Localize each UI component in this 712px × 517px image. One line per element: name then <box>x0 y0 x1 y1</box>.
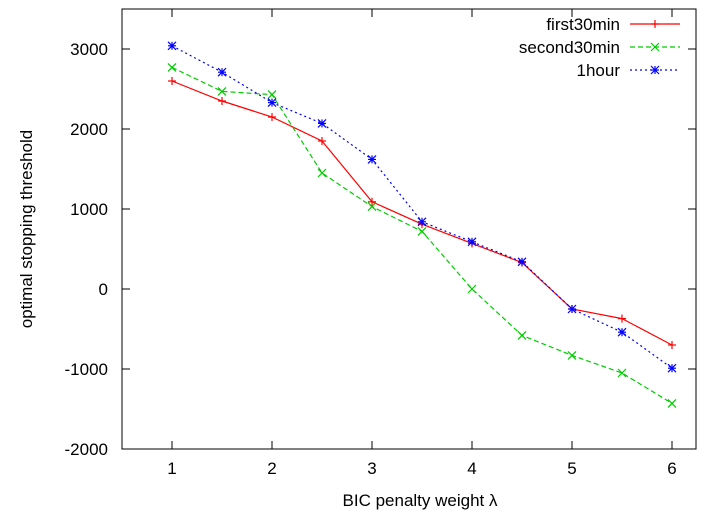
x-tick-label: 5 <box>567 459 576 478</box>
x-tick-label: 1 <box>167 459 176 478</box>
plot-frame <box>121 8 697 450</box>
data-point-second30min <box>417 226 427 236</box>
data-point-1hour <box>667 363 677 373</box>
data-point-first30min <box>268 113 276 121</box>
x-tick-label: 2 <box>267 459 276 478</box>
x-tick-label: 3 <box>367 459 376 478</box>
data-point-1hour <box>167 41 177 51</box>
data-point-second30min <box>567 350 577 360</box>
series-line-1hour <box>171 45 673 369</box>
series-line-second30min <box>171 66 673 404</box>
y-tick-label: 3000 <box>70 40 108 59</box>
legend: first30min second30min 1hour <box>519 15 680 80</box>
series-group <box>167 41 677 408</box>
axis-ticks: 1 2 3 4 5 6 -2000 -1000 0 1000 2000 3000 <box>65 9 696 478</box>
data-point-1hour <box>367 154 377 164</box>
data-point-second30min <box>467 284 477 294</box>
x-tick-label: 6 <box>667 459 676 478</box>
x-axis-label: BIC penalty weight λ <box>343 491 498 510</box>
y-tick-label: 1000 <box>70 200 108 219</box>
legend-label-first30min: first30min <box>546 15 620 34</box>
data-point-second30min <box>167 62 177 72</box>
data-point-second30min <box>217 86 227 96</box>
data-point-1hour <box>567 304 577 314</box>
data-point-1hour <box>467 237 477 247</box>
legend-label-second30min: second30min <box>519 38 620 57</box>
data-point-1hour <box>217 67 227 77</box>
x-tick-label: 4 <box>467 459 476 478</box>
y-tick-label: -2000 <box>65 440 108 459</box>
legend-label-1hour: 1hour <box>577 61 621 80</box>
data-point-first30min <box>218 97 226 105</box>
data-point-first30min <box>168 77 176 85</box>
data-point-1hour <box>417 217 427 227</box>
data-point-first30min <box>368 197 376 206</box>
data-point-second30min <box>317 168 327 178</box>
data-point-first30min <box>618 314 626 323</box>
data-point-first30min <box>668 341 676 349</box>
data-point-second30min <box>617 368 627 378</box>
data-point-second30min <box>517 330 527 340</box>
y-tick-label: 0 <box>99 280 108 299</box>
data-point-first30min <box>318 137 326 145</box>
legend-marker-second30min <box>650 42 660 52</box>
legend-marker-1hour <box>650 65 660 75</box>
series-line-first30min <box>171 80 673 346</box>
y-tick-label: -1000 <box>65 360 108 379</box>
data-point-1hour <box>517 257 527 267</box>
y-axis-label: optimal stopping threshold <box>17 130 36 328</box>
legend-marker-first30min <box>651 20 659 28</box>
y-tick-label: 2000 <box>70 120 108 139</box>
data-point-second30min <box>667 398 677 408</box>
data-point-1hour <box>617 327 627 337</box>
data-point-second30min <box>267 90 277 100</box>
data-point-1hour <box>317 118 327 128</box>
data-point-1hour <box>267 98 277 108</box>
data-point-second30min <box>367 202 377 212</box>
